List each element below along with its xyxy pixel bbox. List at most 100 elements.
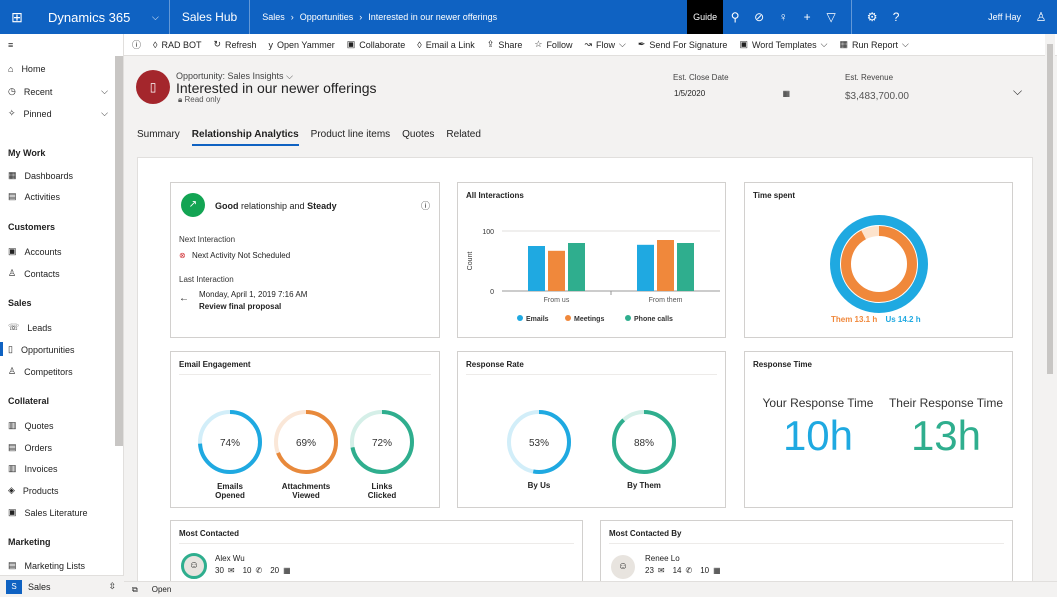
guide-button[interactable]: Guide: [687, 0, 724, 34]
account-icon: ▣: [8, 246, 17, 256]
record-type[interactable]: Opportunity: Sales Insights ⌵: [176, 71, 293, 82]
sidebar-item-dashboards[interactable]: ▦ Dashboards: [8, 170, 73, 181]
ring-value-label: 88%: [634, 438, 654, 449]
chevron-down-icon[interactable]: ⌵: [152, 11, 159, 22]
cmd-flow[interactable]: ↝ Flow ⌵: [584, 39, 625, 50]
sidebar-scrollbar[interactable]: [115, 56, 123, 446]
tab-summary[interactable]: Summary: [137, 129, 180, 140]
readonly-label: Read only: [184, 95, 221, 104]
scrollbar-thumb[interactable]: [1047, 44, 1053, 374]
cmd-label: Email a Link: [425, 39, 475, 50]
refresh-icon: ↻: [213, 39, 222, 49]
tab-product-line-items[interactable]: Product line items: [310, 129, 391, 140]
calendar-icon[interactable]: ▦: [782, 89, 790, 98]
record-tabs: Summary Relationship Analytics Product l…: [137, 129, 481, 146]
tab-relationship-analytics[interactable]: Relationship Analytics: [191, 129, 299, 146]
pin-icon: ✧: [8, 108, 16, 118]
donut-segment-them: [841, 226, 917, 302]
ring-value-label: 69%: [296, 438, 316, 449]
legend-label: Emails: [526, 316, 549, 323]
area-switcher[interactable]: S Sales ⇳: [0, 575, 124, 597]
search-icon[interactable]: ⚲: [730, 10, 740, 24]
sidebar-item-quotes[interactable]: ▥ Quotes: [8, 420, 54, 431]
divider: [466, 374, 717, 375]
chevron-down-icon: ⌵: [820, 39, 828, 49]
tab-related[interactable]: Related: [446, 129, 481, 140]
response-rate-label-us: By Us: [527, 481, 551, 490]
brand-title[interactable]: Dynamics 365: [48, 9, 131, 25]
cmd-send-signature[interactable]: ✒ Send For Signature: [638, 39, 728, 50]
user-name[interactable]: Jeff Hay: [988, 12, 1021, 22]
last-interaction-subject[interactable]: Review final proposal: [199, 302, 282, 311]
bar-meetings: [548, 250, 565, 291]
info-icon[interactable]: ⓘ: [132, 40, 142, 50]
ring-progress: [507, 410, 571, 474]
sidebar-item-products[interactable]: ◈ Products: [8, 485, 58, 496]
lightbulb-icon[interactable]: ♀: [778, 10, 788, 24]
avatar[interactable]: ☺: [181, 553, 207, 579]
top-right-actions: Guide ⚲ ⊘ ♀ + ▽ ⚙ ? Jeff Hay ♙: [687, 0, 1057, 34]
info-icon[interactable]: ⓘ: [421, 201, 431, 211]
breadcrumb-item[interactable]: Sales: [262, 12, 285, 22]
cmd-word-templates[interactable]: ▣ Word Templates ⌵: [739, 39, 827, 50]
gear-icon[interactable]: ⚙: [866, 10, 878, 24]
expand-header-icon[interactable]: ⌵: [1013, 84, 1023, 98]
cmd-open-yammer[interactable]: y Open Yammer: [269, 40, 335, 50]
sidebar-item-sales-literature[interactable]: ▣ Sales Literature: [8, 507, 88, 518]
error-circle-icon: ⊗: [179, 251, 186, 260]
sidebar-item-orders[interactable]: ▤ Orders: [8, 442, 52, 453]
cmd-share[interactable]: ⇪ Share: [487, 39, 523, 50]
card-title: Time spent: [753, 191, 796, 200]
popout-icon[interactable]: ⧉: [132, 584, 138, 594]
task-icon[interactable]: ⊘: [754, 10, 765, 24]
link-icon: ◊: [417, 39, 422, 50]
breadcrumb-item[interactable]: Opportunities: [299, 12, 354, 22]
user-icon[interactable]: ♙: [1035, 10, 1047, 24]
bar-phone-calls: [677, 243, 694, 291]
ring-progress: [274, 410, 338, 474]
filter-icon[interactable]: ▽: [826, 10, 836, 24]
avatar[interactable]: ☺: [611, 555, 635, 579]
metric-label-line: Links: [371, 482, 393, 491]
sidebar-item-contacts[interactable]: ♙ Contacts: [8, 268, 60, 279]
help-icon[interactable]: ?: [892, 10, 900, 24]
hamburger-icon[interactable]: ≡: [8, 40, 14, 50]
legend-swatch: [625, 315, 631, 321]
metric-label: Emails Opened: [198, 482, 262, 500]
metric-label: Attachments Viewed: [274, 482, 338, 500]
plus-icon[interactable]: +: [803, 10, 811, 24]
tab-quotes[interactable]: Quotes: [402, 129, 435, 140]
cmd-run-report[interactable]: ▦ Run Report ⌵: [839, 39, 908, 50]
sidebar-item-recent[interactable]: ◷ Recent ⌵: [8, 86, 108, 97]
cmd-refresh[interactable]: ↻ Refresh: [213, 39, 256, 50]
sidebar-item-leads[interactable]: ☏ Leads: [8, 322, 52, 333]
sidebar-item-marketing-lists[interactable]: ▤ Marketing Lists: [8, 560, 85, 571]
word-icon: ▣: [739, 39, 748, 49]
sidebar-item-pinned[interactable]: ✧ Pinned ⌵: [8, 108, 108, 119]
contact-name[interactable]: Renee Lo: [645, 554, 680, 563]
ring-progress: [198, 410, 262, 474]
cmd-rad-bot[interactable]: ◊ RAD BOT: [153, 40, 201, 50]
sidebar-item-opportunities[interactable]: ▯ Opportunities: [8, 344, 74, 355]
app-launcher-icon[interactable]: ⊞: [11, 8, 23, 25]
main-scrollbar[interactable]: [1045, 34, 1055, 597]
home-icon: ⌂: [8, 64, 14, 74]
sidebar-item-activities[interactable]: ▤ Activities: [8, 191, 60, 202]
sidebar-item-accounts[interactable]: ▣ Accounts: [8, 246, 62, 257]
divider: [168, 0, 170, 34]
sidebar-item-home[interactable]: ⌂ Home: [8, 64, 45, 74]
est-close-field[interactable]: 1/5/2020 ▦: [666, 85, 798, 103]
cmd-collaborate[interactable]: ▣ Collaborate: [347, 39, 406, 50]
sidebar-item-competitors[interactable]: ♙ Competitors: [8, 366, 73, 377]
y-axis-label: Count: [467, 252, 474, 271]
breadcrumb-item[interactable]: Interested in our newer offerings: [368, 12, 498, 22]
sidebar-item-invoices[interactable]: ▥ Invoices: [8, 463, 58, 474]
est-revenue-label: Est. Revenue: [845, 73, 894, 82]
cmd-follow[interactable]: ☆ Follow: [534, 39, 572, 50]
cmd-label: RAD BOT: [161, 39, 202, 50]
metric-label-line: Viewed: [292, 491, 320, 500]
contact-name[interactable]: Alex Wu: [215, 554, 245, 563]
app-title[interactable]: Sales Hub: [181, 10, 238, 24]
cmd-email-link[interactable]: ◊ Email a Link: [417, 40, 474, 50]
email-count: 30: [215, 566, 224, 575]
